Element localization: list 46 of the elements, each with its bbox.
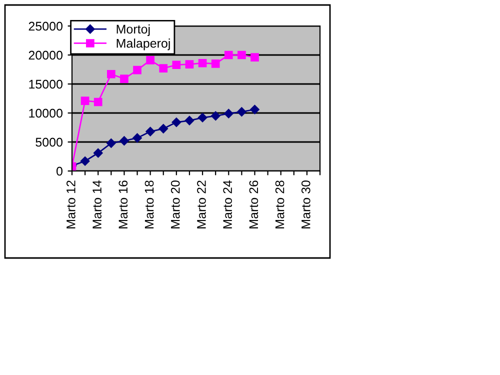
point (106, 70, 116, 78)
y-tick-label: 20000 (28, 50, 62, 60)
point (211, 60, 220, 68)
point (132, 133, 142, 143)
x-tick-label: Marto 28 (275, 180, 284, 228)
point (146, 126, 155, 136)
y-tick-label: 25000 (28, 22, 62, 31)
point (237, 107, 246, 116)
point (172, 118, 182, 127)
point (159, 64, 168, 73)
x-tick-label: Marto 16 (118, 180, 128, 228)
point (172, 60, 181, 70)
point (224, 108, 234, 118)
point (185, 60, 194, 68)
y-tick-label: 0 (56, 166, 62, 176)
point (224, 50, 233, 60)
point (93, 148, 103, 158)
point (146, 56, 154, 64)
point (198, 58, 207, 68)
point (80, 156, 90, 166)
point (184, 116, 194, 126)
point (250, 104, 260, 114)
x-tick-label: Marto 18 (144, 180, 154, 228)
point (250, 53, 259, 62)
point (120, 136, 129, 146)
legend-label: Mortoj (116, 24, 150, 36)
point (120, 74, 128, 83)
x-tick-label: Marto 24 (223, 180, 232, 228)
x-tick-label: Marto 30 (301, 180, 310, 228)
x-tick-label: Marto 12 (66, 180, 76, 228)
point (158, 124, 168, 134)
x-tick-label: Marto 14 (92, 180, 102, 228)
point (198, 113, 208, 122)
point (238, 50, 246, 60)
y-tick-label: 10000 (29, 108, 62, 118)
point (80, 96, 90, 105)
point (94, 98, 102, 106)
point (210, 111, 220, 121)
y-tick-label: 15000 (29, 80, 62, 89)
point (106, 138, 116, 148)
x-tick-label: Marto 22 (197, 180, 206, 228)
point (133, 66, 142, 74)
x-tick-label: Marto 20 (170, 180, 180, 228)
x-tick-label: Marto 26 (249, 180, 258, 228)
y-tick-label: 5000 (36, 138, 62, 147)
legend-label: Malaperoj (116, 38, 170, 50)
